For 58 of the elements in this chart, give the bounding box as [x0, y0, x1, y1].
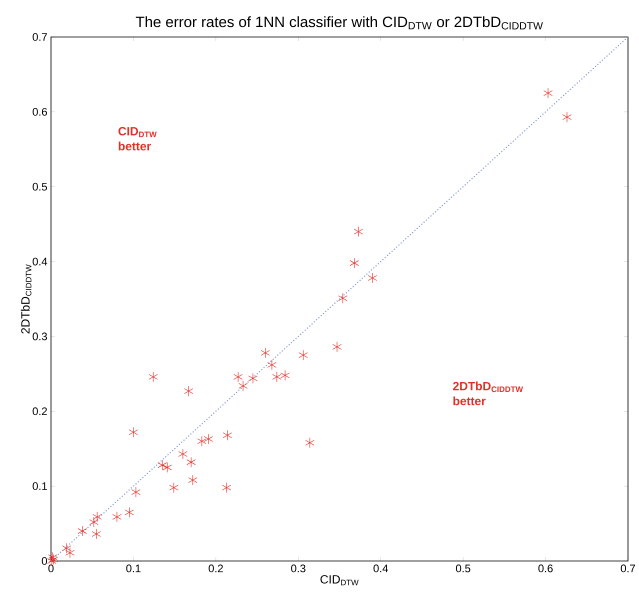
point	[186, 456, 196, 468]
point	[112, 512, 122, 522]
point	[222, 482, 232, 493]
point	[298, 350, 308, 360]
point	[162, 462, 172, 473]
y-tick-label: 0.1	[32, 482, 47, 490]
y-tick-label: 0.3	[32, 332, 47, 340]
point	[368, 272, 378, 284]
x-tick-label: 0.6	[538, 564, 553, 572]
y-tick-label: 0	[42, 557, 48, 565]
point	[65, 547, 75, 558]
point	[350, 258, 359, 268]
chart-title: The error rates of 1NN classifier with CID$_{DTW}$ or 2DTbD$_{CIDDTW}$	[136, 16, 543, 30]
point	[204, 434, 214, 444]
y-tick-label: 0.7	[32, 33, 47, 41]
point	[169, 482, 178, 493]
x-tick-label: 0.1	[126, 564, 141, 572]
point	[338, 292, 348, 304]
x-tick-label: 0.2	[208, 564, 223, 572]
x-tick-label: 0.4	[374, 564, 388, 572]
x-tick-label: 0.3	[291, 564, 306, 572]
point	[78, 526, 87, 536]
annotation: CID$_{DTW}$ better	[118, 127, 157, 150]
y-tick-label: 0.5	[32, 182, 48, 191]
point	[89, 516, 98, 528]
y-tick-label: 0.2	[32, 407, 47, 416]
y-tick-label: 0.6	[32, 108, 47, 116]
point	[92, 512, 102, 522]
annotation: 2DTbD$_{CIDDTW}$ better	[453, 382, 524, 406]
point	[354, 226, 364, 237]
point	[543, 88, 553, 98]
x-tick-label: 0	[48, 564, 54, 572]
point	[184, 386, 194, 396]
point	[92, 528, 101, 540]
x-tick-label: 0.5	[456, 564, 470, 572]
point	[128, 426, 138, 438]
point	[158, 460, 167, 470]
point	[148, 372, 158, 382]
x-tick-label: 0.7	[620, 564, 636, 572]
y-axis-title: 2DTbD$_{CIDDTW}$	[20, 264, 32, 334]
point	[272, 372, 282, 382]
point	[131, 486, 141, 498]
x-axis-title: CID$_{DTW}$	[320, 575, 359, 586]
point	[222, 430, 232, 441]
point	[124, 507, 134, 518]
point	[188, 474, 198, 486]
point	[332, 342, 342, 352]
point	[178, 448, 188, 460]
point	[305, 437, 314, 448]
point	[562, 112, 572, 122]
point	[62, 542, 72, 554]
y-tick-label: 0.4	[32, 258, 48, 266]
point	[197, 436, 206, 447]
point	[267, 360, 277, 370]
point	[248, 373, 258, 384]
point	[48, 552, 58, 563]
point	[280, 370, 290, 381]
point	[260, 348, 270, 358]
